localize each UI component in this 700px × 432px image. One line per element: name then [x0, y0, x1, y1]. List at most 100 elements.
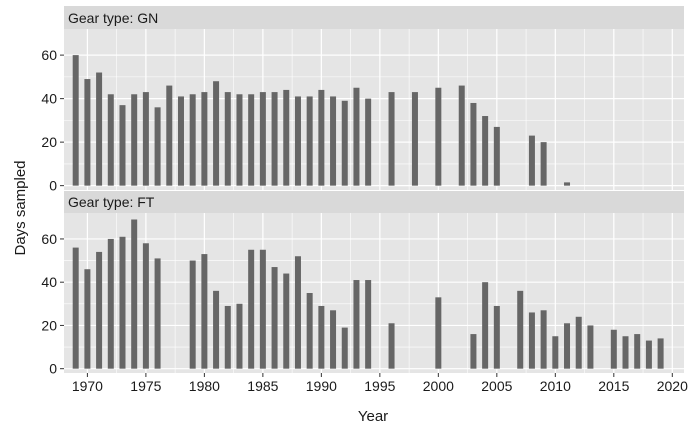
y-tick-label: 0 — [49, 361, 57, 377]
bar-1996 — [388, 323, 395, 369]
bar-2000 — [435, 87, 442, 186]
bar-1985 — [259, 249, 266, 369]
facet-strip — [64, 191, 684, 213]
bar-1989 — [306, 96, 313, 186]
y-tick-label: 20 — [41, 134, 57, 150]
bar-1975 — [142, 92, 149, 186]
bar-2004 — [482, 282, 489, 369]
facet-strip-label: Gear type: GN — [68, 10, 158, 26]
bar-1986 — [271, 267, 278, 369]
bar-2003 — [470, 334, 477, 369]
bar-2016 — [622, 336, 629, 369]
y-tick-label: 40 — [41, 91, 57, 107]
bar-1972 — [107, 94, 114, 186]
x-tick-label: 1990 — [306, 378, 337, 394]
bar-1980 — [201, 92, 208, 186]
bar-2019 — [657, 338, 664, 369]
x-tick-label: 2010 — [540, 378, 571, 394]
x-tick-label: 2020 — [657, 378, 688, 394]
bar-1992 — [341, 327, 348, 369]
bar-1985 — [259, 92, 266, 186]
y-tick-label: 60 — [41, 231, 57, 247]
bar-2009 — [540, 142, 547, 186]
panel-0: Gear type: GN 0 20 40 60 — [41, 6, 684, 194]
x-tick-label: 1975 — [130, 378, 161, 394]
bar-1993 — [353, 87, 360, 186]
bar-2007 — [517, 290, 524, 369]
bar-2004 — [482, 116, 489, 186]
bar-1970 — [84, 79, 91, 186]
bar-2017 — [634, 334, 641, 369]
bar-1969 — [72, 247, 79, 369]
bar-1971 — [96, 72, 103, 186]
bar-1976 — [154, 107, 161, 186]
bar-2011 — [564, 323, 571, 369]
bar-1971 — [96, 251, 103, 369]
x-tick-label: 1970 — [72, 378, 103, 394]
bar-2013 — [587, 325, 594, 369]
bar-2002 — [458, 85, 465, 186]
bar-1992 — [341, 100, 348, 186]
bar-1989 — [306, 293, 313, 369]
bar-1986 — [271, 92, 278, 186]
facet-strip — [64, 6, 684, 29]
x-tick-label: 2000 — [423, 378, 454, 394]
bar-1981 — [213, 81, 220, 186]
bar-1979 — [189, 94, 196, 186]
bar-1969 — [72, 55, 79, 186]
x-tick-label: 2005 — [481, 378, 512, 394]
bar-1994 — [365, 280, 372, 369]
bar-1974 — [131, 219, 138, 369]
bar-1983 — [236, 303, 243, 369]
bar-1972 — [107, 238, 114, 369]
bar-2018 — [645, 340, 652, 369]
x-tick-label: 1985 — [247, 378, 278, 394]
bar-1998 — [411, 92, 418, 186]
x-tick-label: 2015 — [598, 378, 629, 394]
x-tick-label: 1980 — [189, 378, 220, 394]
bar-2003 — [470, 102, 477, 186]
bar-2011 — [564, 182, 571, 186]
bar-1994 — [365, 98, 372, 186]
bar-1987 — [283, 89, 290, 186]
bar-2008 — [528, 135, 535, 186]
bar-1981 — [213, 290, 220, 369]
bar-2005 — [493, 305, 500, 369]
bar-1976 — [154, 258, 161, 369]
bar-1978 — [177, 96, 184, 186]
y-tick-label: 0 — [49, 178, 57, 194]
bar-1973 — [119, 236, 126, 369]
y-tick-label: 60 — [41, 47, 57, 63]
bar-2005 — [493, 126, 500, 186]
y-axis-title: Days sampled — [12, 160, 29, 255]
bar-2012 — [575, 316, 582, 369]
bar-1975 — [142, 243, 149, 369]
bar-1991 — [330, 310, 337, 369]
bar-2015 — [610, 329, 617, 369]
panel-1: Gear type: FT 0 20 40 60 — [41, 191, 684, 377]
y-tick-label: 40 — [41, 274, 57, 290]
bar-1991 — [330, 96, 337, 186]
bar-1974 — [131, 94, 138, 186]
bar-1980 — [201, 254, 208, 369]
bar-1984 — [248, 249, 255, 369]
y-tick-label: 20 — [41, 317, 57, 333]
bar-1977 — [166, 85, 173, 186]
bar-1996 — [388, 92, 395, 186]
bar-1983 — [236, 94, 243, 186]
bar-1982 — [224, 305, 231, 369]
bar-1990 — [318, 89, 325, 186]
bar-2009 — [540, 310, 547, 369]
bar-1970 — [84, 269, 91, 369]
x-axis-title: Year — [358, 408, 388, 425]
bar-1988 — [294, 96, 301, 186]
bar-1990 — [318, 305, 325, 369]
facet-strip-label: Gear type: FT — [68, 194, 155, 210]
bar-1979 — [189, 260, 196, 369]
bar-2008 — [528, 312, 535, 369]
bar-1993 — [353, 280, 360, 369]
bar-1982 — [224, 92, 231, 186]
bar-1987 — [283, 273, 290, 369]
bar-2010 — [552, 336, 559, 369]
